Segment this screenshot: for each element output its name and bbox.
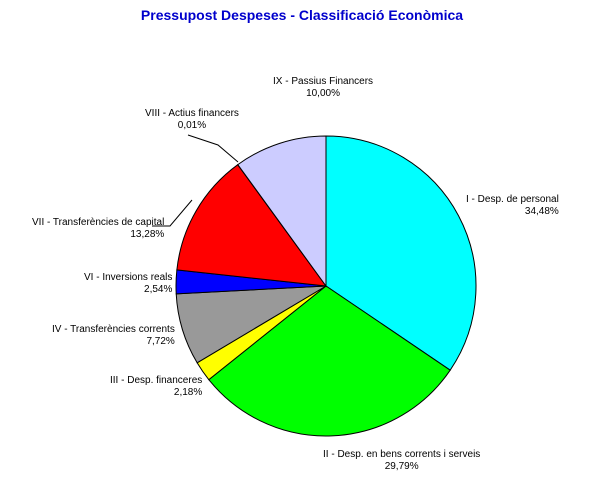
leader-line-viii [187,134,239,163]
slice-label-i-name: I - Desp. de personal [466,194,559,205]
slice-label-iv-value: 7,72% [146,336,175,347]
slice-label-i-value: 34,48% [524,206,559,217]
slice-label-ii: II - Desp. en bens corrents i serveis 29… [323,449,480,473]
leader-line-vii [152,199,193,227]
slice-label-ix-name: IX - Passius Financers [273,76,374,87]
slice-label-vii-value: 13,28% [130,229,165,240]
pie-slice-i [325,135,477,371]
pie-slice-ix [237,135,327,288]
chart-title: Pressupost Despeses - Classificació Econ… [140,7,464,23]
leader-lines [152,134,239,227]
pie-slices [175,135,477,437]
slice-label-ii-name: II - Desp. en bens corrents i serveis [323,449,481,460]
slice-label-iii-name: III - Desp. financeres [110,375,203,386]
pie-slice-vii [176,164,328,287]
slice-label-viii: VIII - Actius financers 0,01% [145,108,239,132]
slice-label-i: I - Desp. de personal 34,48% [466,194,559,218]
slice-label-iv: IV - Transferències corrents 7,72% [52,324,175,348]
slice-label-vi-name: VI - Inversions reals [84,272,173,283]
slice-label-ix: IX - Passius Financers 10,00% [273,76,373,100]
slice-label-vi-value: 2,54% [144,284,173,295]
pie-slice-ii [208,285,451,437]
slice-label-iii-value: 2,18% [173,387,203,398]
slice-label-vii-name: VII - Transferències de capital [32,217,165,228]
slice-label-iii: III - Desp. financeres 2,18% [110,375,202,399]
slice-label-ix-value: 10,00% [306,88,340,99]
slice-label-viii-name: VIII - Actius financers [145,108,239,119]
slice-label-iv-name: IV - Transferències corrents [52,324,175,335]
slice-label-vii: VII - Transferències de capital 13,28% [32,217,164,241]
slice-label-vi: VI - Inversions reals 2,54% [84,272,172,296]
slice-label-ii-value: 29,79% [384,461,419,472]
slice-label-viii-value: 0,01% [177,120,207,131]
